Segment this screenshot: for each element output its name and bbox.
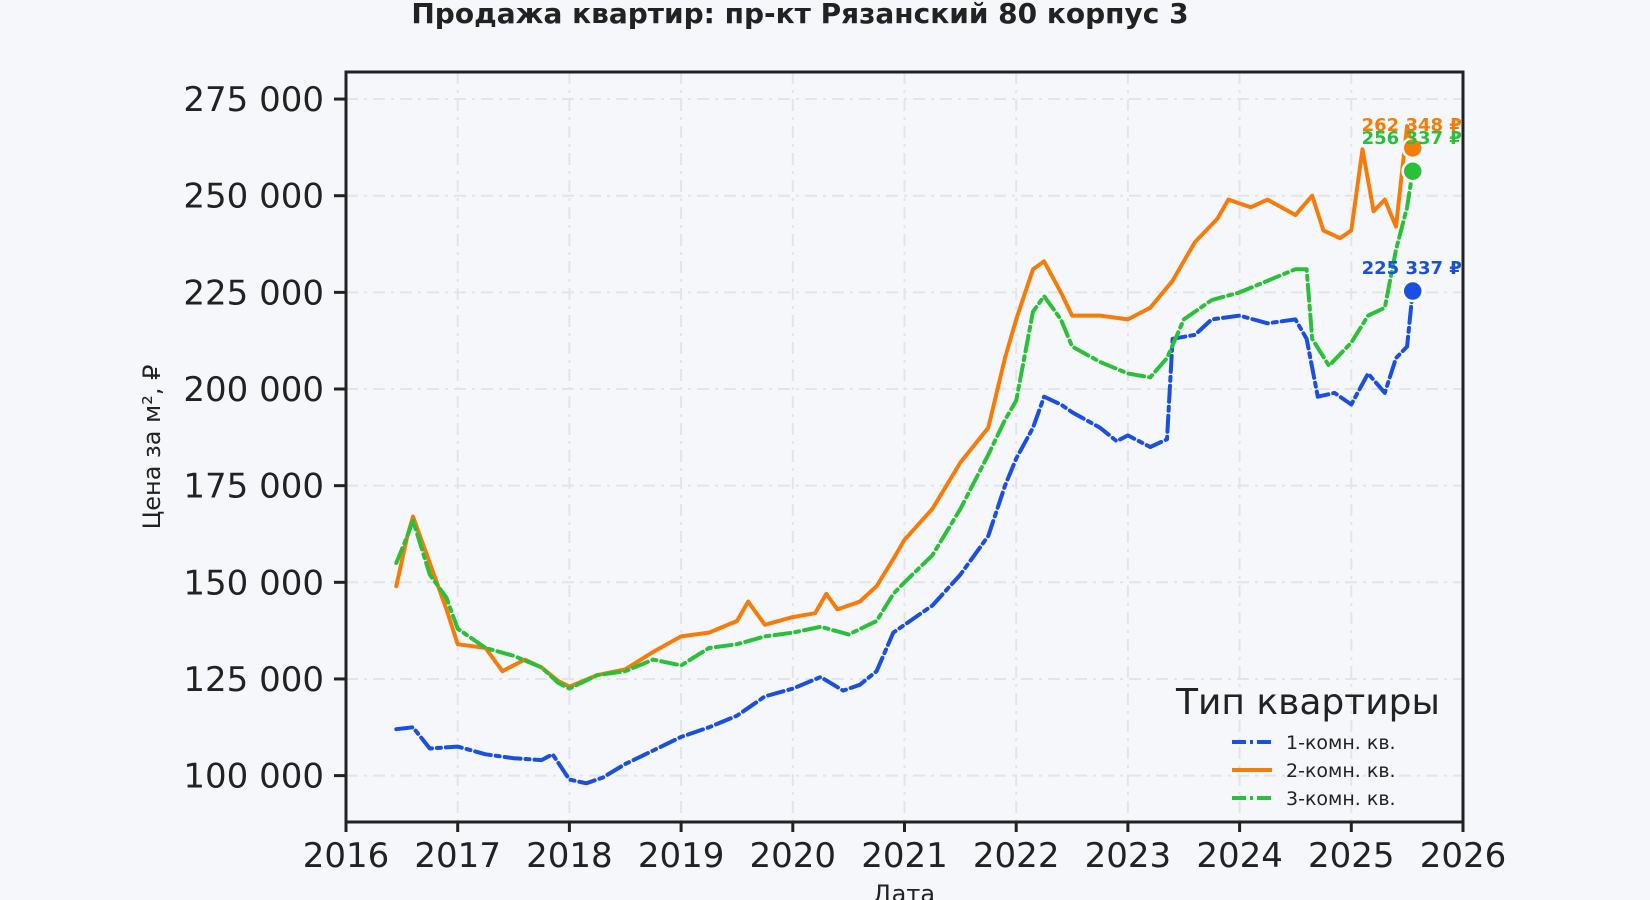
x-tick-label: 2025 <box>1308 836 1395 876</box>
end-marker-2 <box>1401 136 1424 160</box>
x-tick-label: 2021 <box>861 836 948 876</box>
x-tick-label: 2023 <box>1085 836 1172 876</box>
y-tick-label: 200 000 <box>183 370 324 410</box>
y-tick-label: 125 000 <box>183 660 324 700</box>
end-marker-3 <box>1401 159 1424 183</box>
legend-label-3: 3-комн. кв. <box>1286 788 1396 810</box>
series-line-1 <box>394 289 1415 786</box>
end-marker-1 <box>1401 279 1424 303</box>
series-line-3 <box>394 169 1415 691</box>
x-tick-label: 2018 <box>526 836 613 876</box>
end-label-1: 225 337 ₽ <box>1362 258 1462 279</box>
x-axis-label: Дата <box>873 880 935 900</box>
series-group <box>394 124 1415 786</box>
x-tick-label: 2019 <box>638 836 725 876</box>
y-tick-label: 175 000 <box>183 467 324 507</box>
y-tick-label: 275 000 <box>183 80 324 120</box>
y-tick-label: 150 000 <box>183 563 324 603</box>
x-tick-label: 2024 <box>1196 836 1283 876</box>
x-tick-label: 2016 <box>303 836 390 876</box>
legend-title: Тип квартиры <box>1175 682 1440 723</box>
x-tick-label: 2017 <box>414 836 501 876</box>
end-label-3: 256 337 ₽ <box>1362 128 1462 149</box>
legend: Тип квартиры 1-комн. кв. 2-комн. кв. 3-ком… <box>1175 682 1440 810</box>
y-tick-label: 225 000 <box>183 273 324 313</box>
end-label-2: 262 348 ₽ <box>1362 115 1462 136</box>
chart-title: Продажа квартир: пр-кт Рязанский 80 корп… <box>411 0 1188 30</box>
end-markers: 225 337 ₽ 262 348 ₽256 337 ₽ <box>1362 115 1462 303</box>
axes: 2016 2017 2018 2019 2020 2021 2022 2023 2024 2025… <box>183 80 1506 876</box>
legend-label-2: 2-комн. кв. <box>1286 760 1396 782</box>
y-axis-label: Цена за м², ₽ <box>138 365 166 530</box>
x-tick-label: 2026 <box>1420 836 1507 876</box>
legend-label-1: 1-комн. кв. <box>1286 732 1396 754</box>
y-tick-label: 100 000 <box>183 757 324 797</box>
x-tick-label: 2020 <box>750 836 837 876</box>
y-tick-label: 250 000 <box>183 177 324 217</box>
x-tick-label: 2022 <box>973 836 1060 876</box>
